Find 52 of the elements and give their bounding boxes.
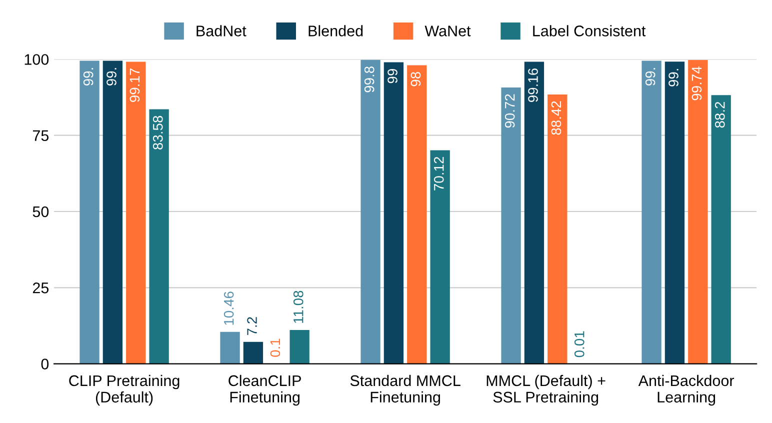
- data-label: 0.01: [574, 331, 584, 358]
- bar: [80, 60, 100, 364]
- bar: [149, 109, 169, 364]
- bar: [501, 87, 521, 364]
- data-label: 70.12: [434, 157, 444, 190]
- data-label: 11.08: [293, 290, 304, 323]
- x-tick-label: CLIP Pretraining (Default): [69, 374, 180, 406]
- bar: [102, 60, 123, 364]
- bar: [360, 60, 380, 364]
- data-label: 99: [388, 69, 398, 84]
- y-tick-label: 75: [32, 130, 49, 142]
- data-label: 7.2: [247, 317, 257, 336]
- bar: [243, 342, 264, 364]
- bar: [688, 60, 708, 364]
- data-label: 99.16: [528, 68, 538, 102]
- data-label: 99.74: [692, 66, 702, 100]
- bar: [290, 330, 310, 364]
- x-tick-label: Standard MMCL Finetuning: [350, 374, 460, 406]
- x-tick-label: MMCL (Default) + SSL Pretraining: [486, 374, 606, 406]
- bar: [642, 60, 662, 364]
- bar: [126, 62, 146, 364]
- data-label: 88.42: [551, 101, 562, 135]
- legend-label: WaNet: [424, 26, 471, 36]
- data-label: 99.8: [364, 66, 374, 92]
- bar: [711, 95, 731, 364]
- legend-label: Label Consistent: [533, 25, 646, 36]
- y-tick-label: 0: [41, 358, 49, 370]
- data-label: 99.: [106, 68, 116, 86]
- y-tick-label: 100: [24, 54, 49, 65]
- bar: [664, 62, 685, 364]
- legend-label: Blended: [308, 25, 363, 36]
- data-label: 0.1: [270, 338, 280, 357]
- y-tick-label: 25: [32, 282, 49, 294]
- bar: [384, 62, 404, 364]
- data-label: 99.: [668, 69, 678, 86]
- data-label: 99.17: [130, 68, 140, 102]
- bar: [548, 94, 568, 364]
- x-tick-label: CleanCLIP Finetuning: [228, 374, 301, 406]
- bar: [430, 150, 450, 364]
- data-label: 88.2: [714, 102, 725, 128]
- x-tick-label: Anti-Backdoor Learning: [638, 374, 734, 406]
- data-label: 98: [410, 72, 421, 86]
- bar: [220, 332, 240, 364]
- data-label: 99.: [83, 68, 94, 86]
- bar: [524, 62, 544, 364]
- legend-label: BadNet: [196, 25, 246, 36]
- data-label: 90.72: [504, 94, 515, 128]
- data-label: 83.58: [152, 116, 163, 150]
- y-tick-label: 50: [32, 206, 49, 218]
- data-label: 99.: [645, 68, 656, 86]
- data-label: 10.46: [224, 292, 234, 325]
- bar: [407, 65, 427, 364]
